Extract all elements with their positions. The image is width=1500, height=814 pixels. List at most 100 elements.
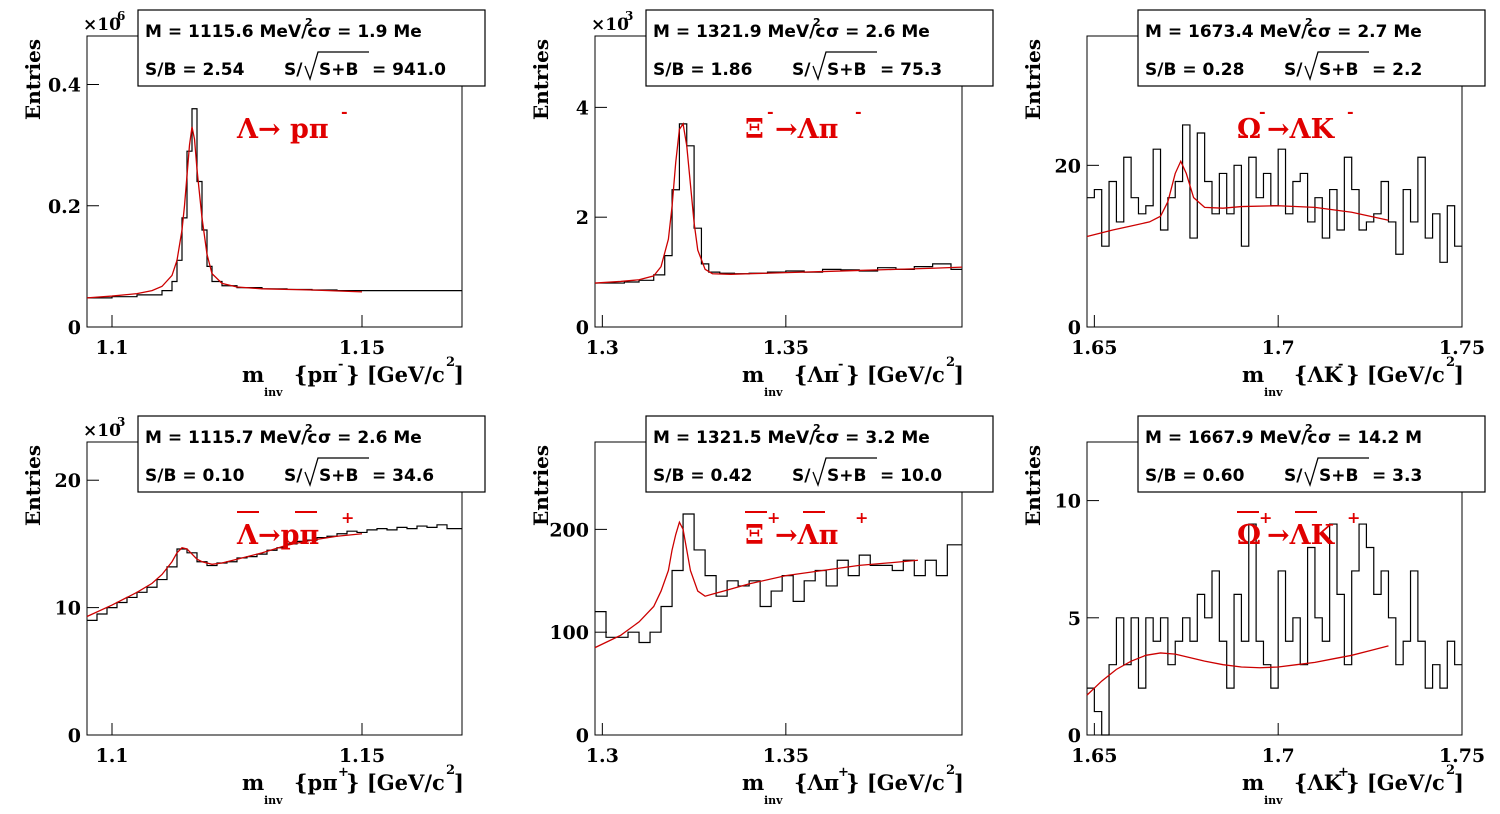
stats-signif-radicand: S+B — [319, 60, 358, 80]
x-title-end: ] — [1454, 362, 1464, 387]
x-title-particles: {Λπ — [794, 770, 839, 795]
x-title-units: } [GeV/c — [1346, 362, 1445, 387]
y-tick-label: 0.2 — [48, 196, 81, 218]
fit-curve — [1086, 645, 1389, 696]
sqrt-symbol — [812, 51, 877, 82]
y-tick-label: 0 — [576, 317, 589, 339]
exponent-label: ×10 — [83, 15, 121, 35]
x-title-units: } [GeV/c — [1346, 770, 1445, 795]
x-title-particles: {pπ — [294, 362, 338, 387]
x-title-charge: + — [338, 765, 349, 780]
x-title-units: } [GeV/c — [346, 770, 445, 795]
histogram-series — [1087, 124, 1462, 263]
decay-channel-charge: + — [341, 508, 354, 527]
stats-signif-value: = 2.2 — [1372, 60, 1422, 80]
decay-parent: Ξ — [745, 520, 764, 551]
decay-label: Ξ+→Λπ+ — [745, 508, 868, 551]
x-title-pow: 2 — [1446, 355, 1455, 370]
x-title-sub: inv — [764, 794, 783, 807]
sqrt-symbol — [1304, 457, 1369, 488]
x-title-end: ] — [954, 770, 964, 795]
stats-mass: M = 1115.7 MeV/c — [145, 428, 317, 448]
x-tick-label: 1.65 — [1071, 745, 1117, 767]
y-tick-label: 0 — [68, 725, 81, 747]
x-title-pow: 2 — [446, 355, 455, 370]
x-tick-label: 1.15 — [339, 337, 385, 359]
x-title-end: ] — [454, 770, 464, 795]
x-title-main: m — [242, 362, 264, 387]
fit-curve — [1086, 159, 1389, 238]
decay-label: Ξ-→Λπ- — [745, 102, 862, 145]
x-tick-label: 1.65 — [1071, 337, 1117, 359]
y-axis-title: Entries — [21, 39, 45, 120]
x-tick-label: 1.1 — [95, 337, 128, 359]
decay-label: Ω+→ΛK+ — [1237, 508, 1360, 551]
stats-mass-pow: 2 — [813, 16, 821, 29]
decay-parent-charge: + — [767, 508, 780, 527]
decay-label: Ω-→ΛK- — [1237, 102, 1354, 145]
fit-curve — [86, 126, 363, 299]
y-tick-label: 20 — [55, 470, 81, 492]
stats-sigma: σ = 1.9 Me — [318, 22, 422, 42]
x-title-pow: 2 — [446, 763, 455, 778]
stats-mass-pow: 2 — [1305, 16, 1313, 29]
decay-label: Λ→pπ + — [236, 508, 354, 551]
decay-products: →ΛK — [1267, 520, 1336, 551]
x-title-main: m — [742, 362, 764, 387]
stats-mass: M = 1673.4 MeV/c — [1145, 22, 1317, 42]
x-tick-label: 1.75 — [1439, 337, 1485, 359]
x-title-charge: + — [838, 765, 849, 780]
stats-sigma: σ = 3.2 Me — [826, 428, 930, 448]
stats-box: M = 1667.9 MeV/c2 σ = 14.2 M S/B = 0.60 S/S… — [1137, 415, 1486, 493]
stats-mass: M = 1321.5 MeV/c — [653, 428, 825, 448]
x-title-main: m — [242, 770, 264, 795]
x-title-particles: {ΛK — [1294, 770, 1343, 795]
y-tick-label: 0 — [1068, 725, 1081, 747]
decay-products-charge: + — [1347, 508, 1360, 527]
stats-signif-radicand: S+B — [319, 466, 358, 486]
stats-signif-prefix: S/ — [284, 466, 303, 486]
x-title-particles: {ΛK — [1294, 362, 1343, 387]
x-title-end: ] — [1454, 770, 1464, 795]
x-title-charge: - — [838, 357, 843, 372]
exponent-label: ×10 — [83, 421, 121, 441]
x-tick-label: 1.35 — [763, 337, 809, 359]
decay-parent-charge: - — [767, 102, 774, 121]
exponent-power: 3 — [117, 415, 125, 429]
stats-signif-radicand: S+B — [827, 60, 866, 80]
decay-label: Λ→ pπ- — [236, 102, 348, 145]
y-tick-label: 0 — [68, 317, 81, 339]
histogram-series — [595, 123, 962, 284]
y-tick-label: 0 — [1068, 317, 1081, 339]
stats-box: M = 1321.5 MeV/c2 σ = 3.2 Me S/B = 0.42 S/S… — [645, 415, 994, 493]
stats-signif-radicand: S+B — [827, 466, 866, 486]
stats-sigma: σ = 2.6 Me — [318, 428, 422, 448]
x-tick-label: 1.15 — [339, 745, 385, 767]
stats-signif-radicand: S+B — [1319, 466, 1358, 486]
decay-parent: Ω — [1237, 114, 1261, 145]
x-title-pow: 2 — [1446, 763, 1455, 778]
x-title-charge: + — [1338, 765, 1349, 780]
x-tick-label: 1.3 — [586, 745, 619, 767]
y-tick-label: 0 — [576, 725, 589, 747]
stats-mass: M = 1321.9 MeV/c — [653, 22, 825, 42]
x-title-units: } [GeV/c — [846, 770, 945, 795]
sqrt-symbol — [1304, 51, 1369, 82]
stats-sb: S/B = 2.54 — [145, 60, 245, 80]
x-title-main: m — [1242, 362, 1264, 387]
y-tick-label: 100 — [549, 622, 589, 644]
fit-curve — [594, 520, 919, 649]
stats-signif-value: = 941.0 — [372, 60, 446, 80]
x-title-main: m — [742, 770, 764, 795]
y-axis-title: Entries — [529, 39, 553, 120]
y-tick-label: 10 — [1055, 491, 1081, 513]
x-title-pow: 2 — [946, 763, 955, 778]
x-tick-label: 1.35 — [763, 745, 809, 767]
stats-signif-value: = 34.6 — [372, 466, 434, 486]
fit-curve — [594, 122, 963, 284]
